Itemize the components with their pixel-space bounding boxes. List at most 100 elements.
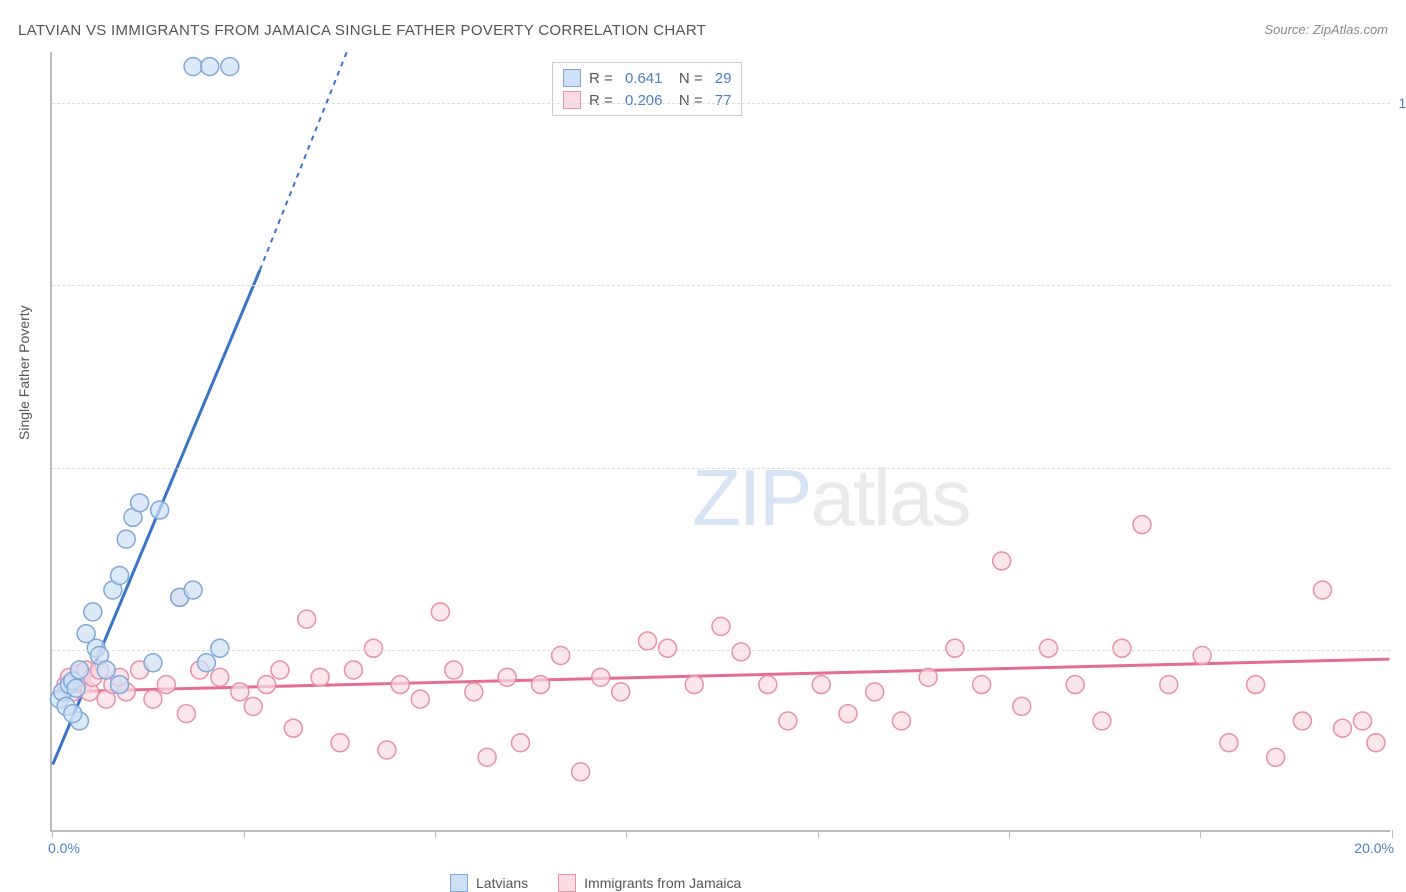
scatter-point	[712, 617, 730, 635]
scatter-point	[1133, 516, 1151, 534]
scatter-point	[244, 697, 262, 715]
scatter-point	[378, 741, 396, 759]
scatter-point	[211, 639, 229, 657]
scatter-point	[111, 567, 129, 585]
legend-label-jamaica: Immigrants from Jamaica	[584, 875, 741, 891]
y-tick-label: 25.0%	[1394, 642, 1406, 658]
scatter-point	[1220, 734, 1238, 752]
legend-item-jamaica: Immigrants from Jamaica	[558, 874, 741, 892]
x-tick-label: 20.0%	[1354, 840, 1394, 856]
scatter-point	[67, 679, 85, 697]
scatter-point	[221, 58, 239, 76]
scatter-point	[157, 676, 175, 694]
bottom-legend: Latvians Immigrants from Jamaica	[450, 874, 741, 892]
scatter-point	[592, 668, 610, 686]
scatter-point	[298, 610, 316, 628]
scatter-point	[311, 668, 329, 686]
scatter-point	[892, 712, 910, 730]
legend-swatch-jamaica	[558, 874, 576, 892]
x-tick	[244, 830, 245, 838]
scatter-point	[184, 581, 202, 599]
x-tick	[1392, 830, 1393, 838]
chart-title: LATVIAN VS IMMIGRANTS FROM JAMAICA SINGL…	[18, 22, 706, 39]
scatter-point	[431, 603, 449, 621]
scatter-point	[1354, 712, 1372, 730]
scatter-point	[231, 683, 249, 701]
scatter-point	[1313, 581, 1331, 599]
scatter-point	[572, 763, 590, 781]
scatter-point	[391, 676, 409, 694]
scatter-point	[84, 603, 102, 621]
x-tick-label: 0.0%	[48, 840, 80, 856]
x-tick	[1200, 830, 1201, 838]
scatter-point	[1093, 712, 1111, 730]
scatter-point	[1113, 639, 1131, 657]
scatter-point	[993, 552, 1011, 570]
scatter-point	[919, 668, 937, 686]
x-tick	[626, 830, 627, 838]
scatter-point	[1367, 734, 1385, 752]
gridline-h	[52, 285, 1390, 286]
x-tick	[52, 830, 53, 838]
y-tick-label: 50.0%	[1394, 460, 1406, 476]
legend-swatch-latvians	[450, 874, 468, 892]
regression-line-jamaica	[53, 659, 1390, 692]
scatter-point	[1066, 676, 1084, 694]
scatter-point	[1293, 712, 1311, 730]
scatter-point	[685, 676, 703, 694]
scatter-point	[144, 654, 162, 672]
scatter-point	[498, 668, 516, 686]
scatter-point	[331, 734, 349, 752]
scatter-point	[177, 705, 195, 723]
scatter-point	[1247, 676, 1265, 694]
scatter-point	[1267, 748, 1285, 766]
gridline-h	[52, 103, 1390, 104]
scatter-point	[64, 705, 82, 723]
scatter-point	[812, 676, 830, 694]
scatter-point	[1039, 639, 1057, 657]
scatter-point	[411, 690, 429, 708]
scatter-point	[184, 58, 202, 76]
scatter-point	[117, 530, 135, 548]
scatter-point	[344, 661, 362, 679]
x-tick	[818, 830, 819, 838]
x-tick	[435, 830, 436, 838]
scatter-point	[612, 683, 630, 701]
gridline-h	[52, 650, 1390, 651]
scatter-point	[639, 632, 657, 650]
scatter-point	[866, 683, 884, 701]
scatter-point	[1334, 719, 1352, 737]
scatter-point	[284, 719, 302, 737]
gridline-h	[52, 468, 1390, 469]
scatter-point	[659, 639, 677, 657]
scatter-point	[97, 661, 115, 679]
legend-label-latvians: Latvians	[476, 875, 528, 891]
scatter-point	[70, 661, 88, 679]
scatter-point	[1013, 697, 1031, 715]
scatter-point	[465, 683, 483, 701]
scatter-point	[759, 676, 777, 694]
scatter-point	[445, 661, 463, 679]
source-attribution: Source: ZipAtlas.com	[1264, 22, 1388, 37]
scatter-point	[144, 690, 162, 708]
scatter-point	[973, 676, 991, 694]
scatter-point	[131, 494, 149, 512]
scatter-point	[151, 501, 169, 519]
scatter-point	[732, 643, 750, 661]
regression-line-latvians-dash	[260, 52, 347, 270]
y-tick-label: 100.0%	[1394, 95, 1406, 111]
scatter-point	[779, 712, 797, 730]
legend-item-latvians: Latvians	[450, 874, 528, 892]
scatter-point	[111, 676, 129, 694]
plot-area: ZIPatlas R = 0.641 N = 29 R = 0.206 N = …	[50, 52, 1390, 832]
scatter-point	[197, 654, 215, 672]
scatter-point	[258, 676, 276, 694]
scatter-point	[532, 676, 550, 694]
scatter-point	[271, 661, 289, 679]
scatter-point	[839, 705, 857, 723]
scatter-point	[512, 734, 530, 752]
y-tick-label: 75.0%	[1394, 277, 1406, 293]
y-axis-label: Single Father Poverty	[16, 305, 32, 440]
scatter-point	[201, 58, 219, 76]
scatter-point	[365, 639, 383, 657]
